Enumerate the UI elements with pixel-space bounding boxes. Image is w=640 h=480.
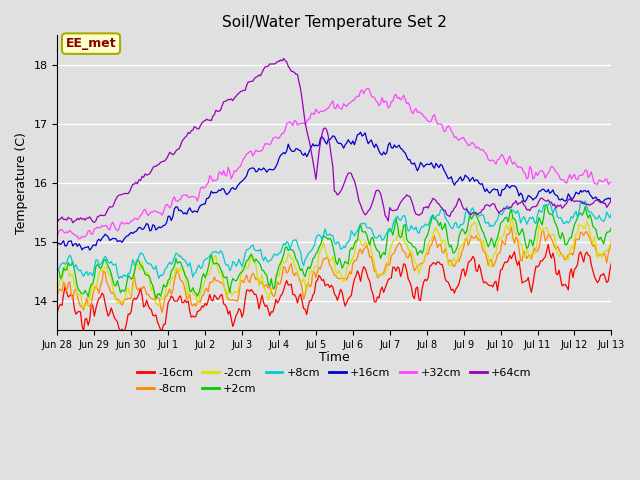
+32cm <box>403 101 410 107</box>
-8cm <box>401 250 409 255</box>
-2cm <box>80 305 88 311</box>
+8cm <box>389 222 397 228</box>
+2cm <box>69 259 77 264</box>
+64cm <box>70 218 78 224</box>
Line: -2cm: -2cm <box>58 218 611 308</box>
+64cm <box>390 207 398 213</box>
+16cm <box>372 141 380 147</box>
+2cm <box>152 296 160 301</box>
+64cm <box>280 56 287 61</box>
-8cm <box>371 268 378 274</box>
+2cm <box>54 265 61 271</box>
-2cm <box>54 290 61 296</box>
+64cm <box>372 188 380 194</box>
+64cm <box>69 220 77 226</box>
-2cm <box>389 239 397 245</box>
+8cm <box>607 210 615 216</box>
-8cm <box>508 224 515 230</box>
-8cm <box>157 303 164 309</box>
+16cm <box>390 142 398 148</box>
-16cm <box>116 329 124 335</box>
+32cm <box>158 212 166 218</box>
-16cm <box>401 262 409 267</box>
-16cm <box>371 299 378 305</box>
Legend: -16cm, -8cm, -2cm, +2cm, +8cm, +16cm, +32cm, +64cm: -16cm, -8cm, -2cm, +2cm, +8cm, +16cm, +3… <box>132 364 536 398</box>
+2cm <box>607 225 615 230</box>
+16cm <box>356 129 364 135</box>
+2cm <box>158 288 166 294</box>
+8cm <box>401 214 409 219</box>
Line: +32cm: +32cm <box>58 88 611 239</box>
+2cm <box>389 232 397 238</box>
-8cm <box>158 310 166 315</box>
+32cm <box>390 93 398 99</box>
+32cm <box>607 180 615 185</box>
-2cm <box>607 238 615 244</box>
-8cm <box>54 292 61 298</box>
+8cm <box>54 269 61 275</box>
+32cm <box>75 236 83 242</box>
+8cm <box>115 276 123 281</box>
X-axis label: Time: Time <box>319 351 350 364</box>
-16cm <box>54 310 61 315</box>
+16cm <box>158 224 166 230</box>
Line: -16cm: -16cm <box>58 244 611 332</box>
+2cm <box>541 202 549 208</box>
Line: +64cm: +64cm <box>58 59 611 223</box>
+32cm <box>364 85 372 91</box>
+2cm <box>401 222 409 228</box>
-16cm <box>607 260 615 265</box>
+8cm <box>581 198 589 204</box>
+16cm <box>54 241 61 247</box>
+32cm <box>372 98 380 104</box>
+16cm <box>607 195 615 201</box>
-2cm <box>508 215 515 221</box>
+32cm <box>543 172 550 178</box>
-2cm <box>401 241 409 247</box>
+64cm <box>54 219 61 225</box>
+32cm <box>69 231 77 237</box>
-16cm <box>69 293 77 299</box>
-8cm <box>607 239 615 244</box>
+32cm <box>54 233 61 239</box>
-8cm <box>69 297 77 302</box>
+8cm <box>541 202 549 208</box>
Text: EE_met: EE_met <box>66 37 116 50</box>
Line: +16cm: +16cm <box>58 132 611 250</box>
+16cm <box>543 189 550 195</box>
-2cm <box>158 295 166 300</box>
+64cm <box>158 159 166 165</box>
+2cm <box>371 241 378 247</box>
+16cm <box>86 247 93 253</box>
+8cm <box>371 234 378 240</box>
Line: +8cm: +8cm <box>58 201 611 278</box>
+64cm <box>543 199 550 204</box>
Y-axis label: Temperature (C): Temperature (C) <box>15 132 28 234</box>
-16cm <box>541 254 549 260</box>
Title: Soil/Water Temperature Set 2: Soil/Water Temperature Set 2 <box>222 15 447 30</box>
+64cm <box>607 196 615 202</box>
-16cm <box>545 241 552 247</box>
-8cm <box>389 251 397 257</box>
-8cm <box>543 236 550 242</box>
Line: +2cm: +2cm <box>58 205 611 299</box>
+16cm <box>403 154 410 159</box>
+64cm <box>403 192 410 198</box>
+2cm <box>543 202 550 208</box>
-16cm <box>389 264 397 270</box>
-2cm <box>543 225 550 230</box>
-2cm <box>69 272 77 278</box>
+8cm <box>69 262 77 267</box>
-2cm <box>371 260 378 265</box>
Line: -8cm: -8cm <box>58 227 611 312</box>
+16cm <box>69 243 77 249</box>
-16cm <box>158 328 166 334</box>
+8cm <box>158 273 166 278</box>
